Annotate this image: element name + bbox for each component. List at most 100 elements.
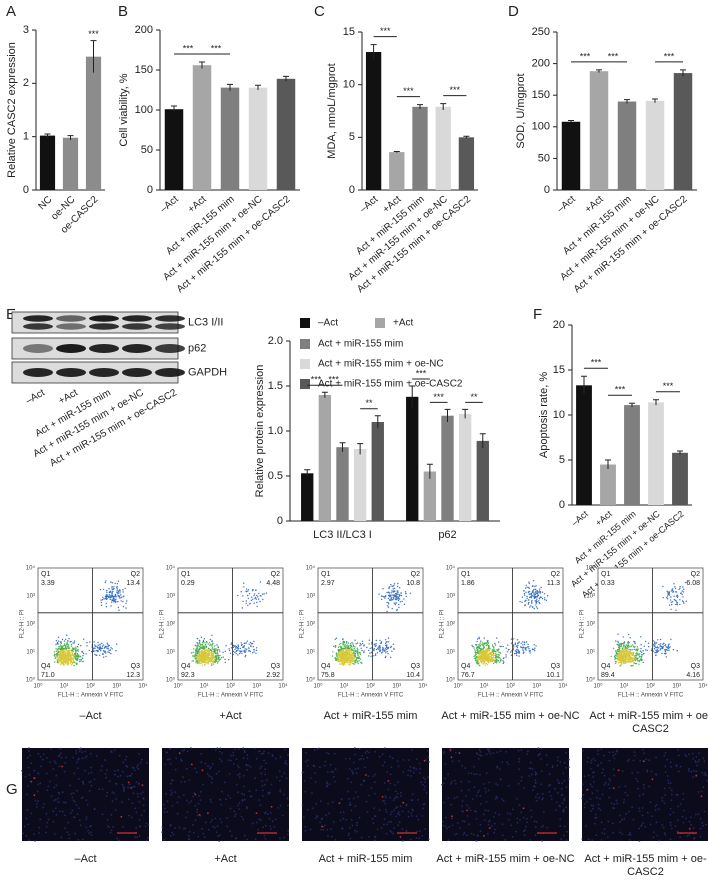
flow-dot — [629, 651, 631, 653]
cell-dot — [395, 815, 398, 818]
flow-dot — [61, 646, 63, 648]
cell-dot — [410, 775, 413, 777]
quadrant-name: Q2 — [551, 571, 560, 578]
cell-dot — [357, 767, 359, 770]
cell-dot — [138, 819, 141, 822]
cell-dot — [246, 754, 249, 756]
cell-dot — [530, 809, 533, 812]
flow-dot — [479, 658, 481, 660]
flow-dot — [102, 596, 104, 598]
flow-dot — [191, 660, 193, 662]
cell-dot — [201, 827, 203, 830]
flow-dot — [88, 649, 91, 652]
legend-label: Act + miR-155 mim + oe-CASC2 — [318, 379, 463, 390]
cell-dot — [411, 808, 414, 811]
flow-dot — [62, 657, 64, 659]
flow-dot — [209, 654, 211, 657]
flow-dot — [635, 648, 637, 650]
flow-dot — [478, 636, 480, 638]
bar — [673, 73, 693, 190]
flow-dot — [641, 654, 643, 656]
flow-y-title: FL2-H :: PI — [20, 609, 26, 638]
cell-dot — [330, 828, 332, 831]
cell-dot — [204, 821, 207, 824]
flow-dot — [477, 658, 479, 660]
cell-dot — [176, 801, 179, 804]
flow-y-tick: 10⁰ — [166, 677, 176, 684]
cell-dot — [185, 816, 188, 819]
error-bar — [629, 402, 635, 407]
flow-dot — [347, 646, 350, 648]
flow-dot — [241, 607, 243, 609]
flow-dot — [210, 654, 213, 656]
cell-dot — [27, 747, 30, 749]
cell-dot — [697, 791, 700, 793]
panel-label: G — [6, 781, 18, 798]
flow-dot — [486, 657, 488, 660]
flow-dot — [341, 662, 344, 664]
flow-dot — [109, 597, 111, 599]
flow-dot — [198, 647, 200, 649]
flow-dot — [55, 653, 58, 655]
flow-dot — [193, 648, 195, 650]
cell-dot — [90, 771, 93, 774]
flow-y-title: FL2-H :: PI — [160, 609, 166, 638]
flow-dot — [229, 652, 232, 655]
error-bar — [440, 103, 447, 110]
flow-dot — [665, 646, 667, 648]
cell-dot — [353, 761, 355, 764]
flow-dot — [343, 655, 346, 657]
error-bar — [339, 442, 346, 452]
flow-dot — [347, 642, 350, 644]
cell-dot — [550, 798, 553, 800]
cell-dot — [323, 764, 326, 767]
flow-dot — [653, 642, 656, 644]
legend-swatch — [300, 359, 310, 369]
flow-dot — [398, 598, 400, 600]
cell-dot — [632, 818, 635, 821]
cell-dot — [482, 783, 485, 785]
cell-dot — [121, 783, 124, 786]
flow-dot — [639, 650, 642, 652]
cell-dot — [423, 759, 426, 762]
cell-dot — [597, 753, 599, 755]
flow-dot — [492, 645, 494, 648]
flow-dot — [679, 587, 681, 589]
cell-dot — [270, 783, 273, 786]
quadrant-value: 4.16 — [686, 672, 700, 679]
flow-dot — [478, 653, 481, 656]
cell-dot — [591, 792, 594, 795]
flow-dot — [527, 646, 529, 648]
bar — [39, 135, 56, 190]
flow-x-tick: 10⁰ — [453, 683, 463, 690]
cell-dot — [214, 749, 217, 752]
flow-dot — [70, 657, 72, 659]
cell-dot — [209, 821, 212, 823]
cell-dot — [519, 819, 521, 821]
flow-dot — [100, 604, 103, 606]
cell-dot — [69, 812, 72, 815]
flow-dot — [628, 653, 630, 655]
cell-dot — [44, 831, 47, 834]
blot-band — [122, 323, 152, 330]
flow-dot — [199, 648, 201, 650]
cell-dot — [261, 795, 264, 797]
flow-dot — [375, 653, 377, 655]
flow-dot — [331, 655, 334, 657]
cell-dot — [311, 807, 314, 810]
flow-dot — [208, 650, 210, 653]
cell-dot — [263, 834, 266, 837]
blot-band — [89, 368, 119, 377]
flow-dot — [486, 643, 489, 646]
flow-dot — [498, 657, 501, 659]
cell-dot — [322, 829, 325, 831]
flow-x-tick: 10⁰ — [173, 683, 183, 690]
flow-dot — [630, 645, 633, 647]
flow-dot — [345, 656, 348, 658]
flow-plot-frame — [177, 567, 284, 681]
flow-x-tick: 10³ — [392, 684, 401, 690]
cell-dot — [146, 761, 149, 764]
flow-dot — [623, 653, 625, 655]
flow-dot — [81, 651, 84, 653]
cell-dot — [360, 836, 363, 839]
